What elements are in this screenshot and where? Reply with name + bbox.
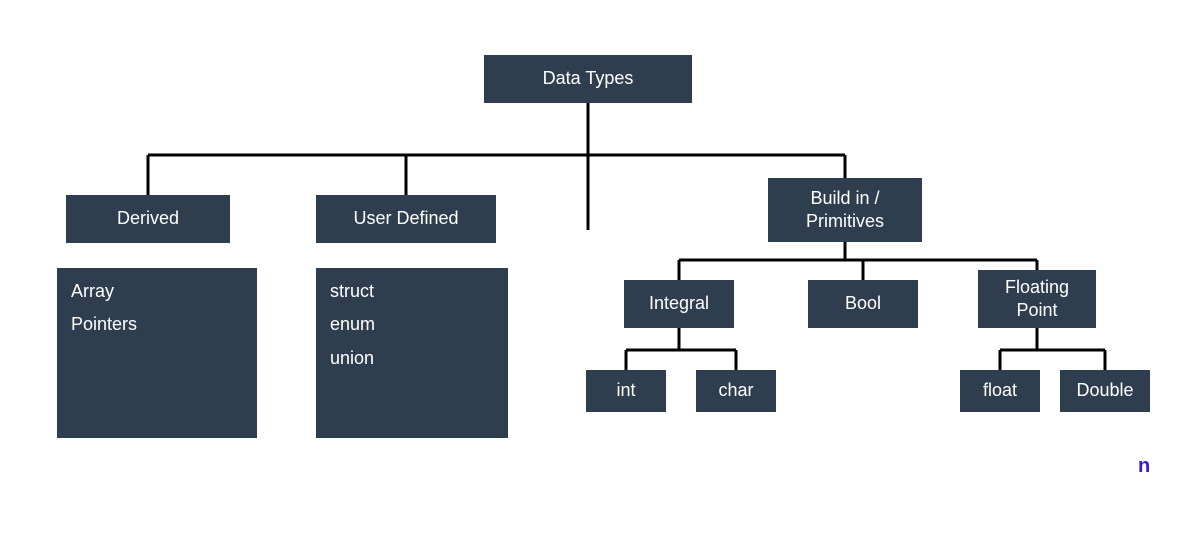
- node-integral: Integral: [624, 280, 734, 328]
- list-item: union: [330, 347, 374, 370]
- node-label: Floating Point: [1005, 276, 1069, 323]
- node-label: float: [983, 379, 1017, 402]
- node-userdef-list: struct enum union: [316, 268, 508, 438]
- node-double: Double: [1060, 370, 1150, 412]
- node-label: Data Types: [543, 67, 634, 90]
- node-int: int: [586, 370, 666, 412]
- list-item: struct: [330, 280, 374, 303]
- node-label: char: [718, 379, 753, 402]
- node-user-defined: User Defined: [316, 195, 496, 243]
- node-derived: Derived: [66, 195, 230, 243]
- node-bool: Bool: [808, 280, 918, 328]
- node-data-types: Data Types: [484, 55, 692, 103]
- node-floating-point: Floating Point: [978, 270, 1096, 328]
- watermark-text: n: [1138, 455, 1150, 478]
- node-char: char: [696, 370, 776, 412]
- node-derived-list: Array Pointers: [57, 268, 257, 438]
- node-label: Derived: [117, 207, 179, 230]
- list-item: Array: [71, 280, 114, 303]
- list-item: enum: [330, 313, 375, 336]
- node-builtin-primitives: Build in / Primitives: [768, 178, 922, 242]
- node-label: Bool: [845, 292, 881, 315]
- node-label: Build in / Primitives: [806, 187, 884, 234]
- node-label: User Defined: [353, 207, 458, 230]
- node-label: Integral: [649, 292, 709, 315]
- list-item: Pointers: [71, 313, 137, 336]
- node-label: Double: [1076, 379, 1133, 402]
- node-label: int: [616, 379, 635, 402]
- node-float: float: [960, 370, 1040, 412]
